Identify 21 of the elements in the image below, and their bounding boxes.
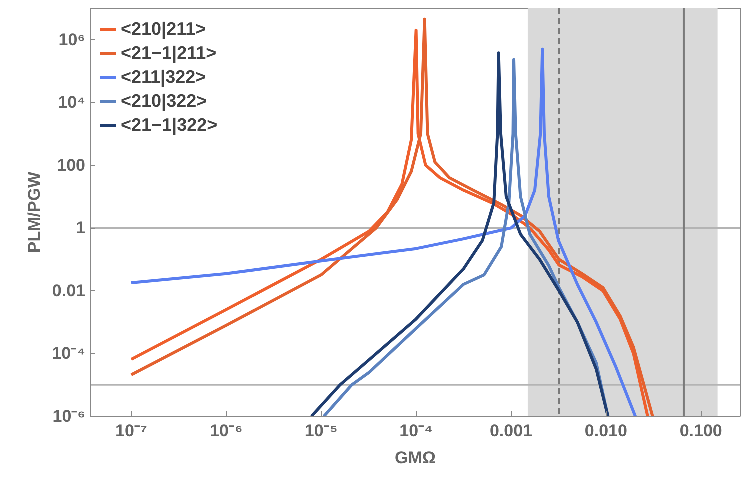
legend-label: <210|211> <box>121 18 206 40</box>
y-tick-label: 1 <box>76 218 86 238</box>
x-tick-label: 10⁻⁵ <box>304 422 338 440</box>
y-tick-label: 100 <box>57 156 86 175</box>
y-tick-label: 10⁻⁶ <box>52 407 86 426</box>
legend-label: <211|322> <box>121 66 206 88</box>
x-tick-label: 10⁻⁴ <box>400 422 433 440</box>
x-tick-label: 0.010 <box>584 422 628 440</box>
x-tick-label: 10⁻⁶ <box>210 422 243 440</box>
legend-label: <21−1|211> <box>121 42 217 64</box>
x-tick-label: 0.001 <box>490 422 533 440</box>
y-axis-title: PLM/PGW <box>25 170 44 254</box>
x-tick-label: 10⁻⁷ <box>116 422 148 440</box>
legend-label: <21−1|322> <box>121 114 218 136</box>
y-tick-label: 10⁴ <box>58 93 86 112</box>
x-tick-label: 0.100 <box>680 422 722 440</box>
y-tick-label: 10⁻⁴ <box>52 344 86 364</box>
x-axis-title: GMΩ <box>394 448 436 468</box>
legend-label: <210|322> <box>121 90 208 112</box>
y-tick-label: 10⁶ <box>58 30 86 50</box>
y-tick-label: 0.01 <box>52 281 86 300</box>
